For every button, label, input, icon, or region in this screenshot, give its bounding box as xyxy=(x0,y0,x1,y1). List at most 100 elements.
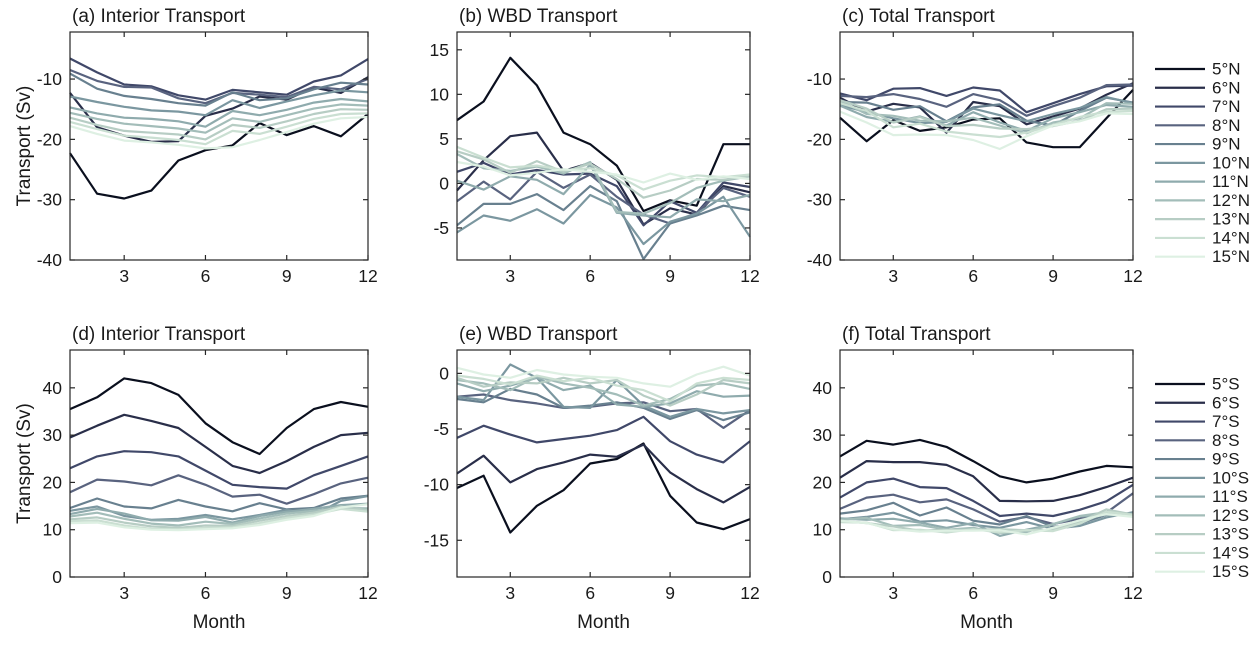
y-axis-label: Transport (Sv) xyxy=(14,86,35,207)
series-line-14°N xyxy=(839,102,1134,139)
y-tick-label: -10 xyxy=(424,475,450,495)
series-group xyxy=(839,438,1134,538)
x-tick-label: 12 xyxy=(740,266,759,286)
series-line-5°S xyxy=(69,377,369,456)
legend-label-12°S: 12°S xyxy=(1212,506,1249,525)
x-tick-label: 12 xyxy=(358,266,377,286)
y-tick-label: 20 xyxy=(813,472,833,492)
series-line-7°S xyxy=(456,415,751,464)
series-line-6°S xyxy=(456,443,751,504)
series-line-12°S xyxy=(69,506,369,527)
series-line-7°N xyxy=(839,84,1134,114)
y-tick-label: 0 xyxy=(439,173,449,193)
series-line-6°S xyxy=(839,460,1134,503)
series-group xyxy=(69,57,369,200)
series-line-8°N xyxy=(839,83,1134,117)
legend-label-11°N: 11°N xyxy=(1212,172,1249,191)
y-tick-label: 20 xyxy=(43,472,63,492)
x-tick-label: 3 xyxy=(888,583,898,603)
legend-label-12°N: 12°N xyxy=(1212,191,1250,210)
legend-north: 5°N6°N7°N8°N9°N10°N11°N12°N13°N14°N15°N xyxy=(1155,60,1250,266)
legend-label-9°S: 9°S xyxy=(1212,450,1240,469)
panel-title: (a) Interior Transport xyxy=(72,6,246,27)
series-line-14°S xyxy=(456,374,751,403)
legend-label-14°S: 14°S xyxy=(1212,543,1249,562)
x-tick-label: 3 xyxy=(505,583,515,603)
series-line-5°N xyxy=(456,56,750,213)
series-line-15°S xyxy=(69,503,369,532)
axes-frame xyxy=(69,31,369,261)
series-group xyxy=(839,82,1134,151)
x-tick-label: 9 xyxy=(1048,583,1058,603)
x-tick-label: 6 xyxy=(201,583,211,603)
series-line-10°N xyxy=(839,95,1134,125)
y-tick-label: -5 xyxy=(433,218,449,238)
x-tick-label: 6 xyxy=(968,583,978,603)
x-tick-label: 6 xyxy=(968,266,978,286)
legend-label-7°N: 7°N xyxy=(1212,97,1241,116)
y-tick-label: 30 xyxy=(43,425,63,445)
x-axis-label: Month xyxy=(193,612,246,633)
y-tick-label: 40 xyxy=(43,378,63,398)
series-line-7°S xyxy=(839,477,1134,518)
y-tick-label: -5 xyxy=(433,419,449,439)
series-line-5°S xyxy=(839,438,1134,484)
series-line-13°N xyxy=(839,99,1134,131)
x-tick-label: 3 xyxy=(888,266,898,286)
panel-title: (c) Total Transport xyxy=(842,6,995,27)
legend-label-14°N: 14°N xyxy=(1212,228,1250,247)
panel-title: (e) WBD Transport xyxy=(459,324,618,345)
legend-label-6°S: 6°S xyxy=(1212,393,1240,412)
panel-b-wbd-transport-north: 3 6 9 12 -5 0 5 10 15 (b) WBD Transport xyxy=(430,6,760,286)
series-line-10°N xyxy=(69,89,369,117)
axes-frame xyxy=(839,349,1134,578)
axes-frame xyxy=(839,31,1134,261)
y-tick-label: 10 xyxy=(813,520,833,540)
x-tick-label: 9 xyxy=(282,583,292,603)
x-tick-label: 9 xyxy=(1048,266,1058,286)
y-tick-label: 10 xyxy=(43,520,63,540)
legend-label-9°N: 9°N xyxy=(1212,135,1241,154)
panel-a-interior-transport-north: 3 6 9 12 -40 -30 -20 -10 (a) Interior Transport T… xyxy=(14,6,378,286)
x-axis-label: Month xyxy=(577,612,630,633)
x-tick-label: 3 xyxy=(505,266,515,286)
x-tick-label: 3 xyxy=(119,583,129,603)
series-line-7°N xyxy=(69,57,369,101)
series-line-15°N xyxy=(839,110,1134,151)
y-tick-label: -30 xyxy=(37,190,63,210)
x-axis-label: Month xyxy=(960,612,1013,633)
panel-title: (d) Interior Transport xyxy=(72,324,246,345)
series-line-9°N xyxy=(456,185,751,261)
series-line-7°S xyxy=(69,450,369,490)
series-line-14°N xyxy=(456,145,751,191)
series-line-11°N xyxy=(69,97,369,128)
y-tick-label: -40 xyxy=(807,250,833,270)
panel-d-interior-transport-south: 3 6 9 12 0 10 20 30 40 (d) Interior Transport Tran… xyxy=(14,324,378,633)
legend-label-13°S: 13°S xyxy=(1212,525,1249,544)
y-tick-label: -10 xyxy=(807,69,833,89)
y-tick-label: -40 xyxy=(37,250,63,270)
series-line-14°N xyxy=(69,112,369,146)
series-line-9°N xyxy=(839,96,1134,127)
legend-label-15°S: 15°S xyxy=(1212,562,1249,581)
x-tick-label: 6 xyxy=(585,266,595,286)
y-tick-label: -20 xyxy=(807,129,833,149)
x-tick-label: 12 xyxy=(1123,583,1142,603)
legend-label-13°N: 13°N xyxy=(1212,210,1250,229)
legend-south: 5°S6°S7°S8°S9°S10°S11°S12°S13°S14°S15°S xyxy=(1155,375,1249,581)
legend-label-5°N: 5°N xyxy=(1212,60,1241,79)
panel-title: (f) Total Transport xyxy=(842,324,991,345)
axes-frame xyxy=(456,31,751,261)
panel-f-total-transport-south: 3 6 9 12 0 10 20 30 40 (f) Total Transport Month xyxy=(813,324,1143,633)
legend-label-10°N: 10°N xyxy=(1212,153,1250,172)
y-tick-label: -15 xyxy=(424,530,449,550)
series-group xyxy=(69,377,369,532)
series-line-12°S xyxy=(456,375,751,407)
y-tick-label: 0 xyxy=(52,567,62,587)
legend-label-10°S: 10°S xyxy=(1212,468,1249,487)
x-tick-label: 12 xyxy=(740,583,759,603)
series-line-10°S xyxy=(839,511,1134,530)
x-tick-label: 12 xyxy=(358,583,377,603)
panel-title: (b) WBD Transport xyxy=(459,6,618,27)
